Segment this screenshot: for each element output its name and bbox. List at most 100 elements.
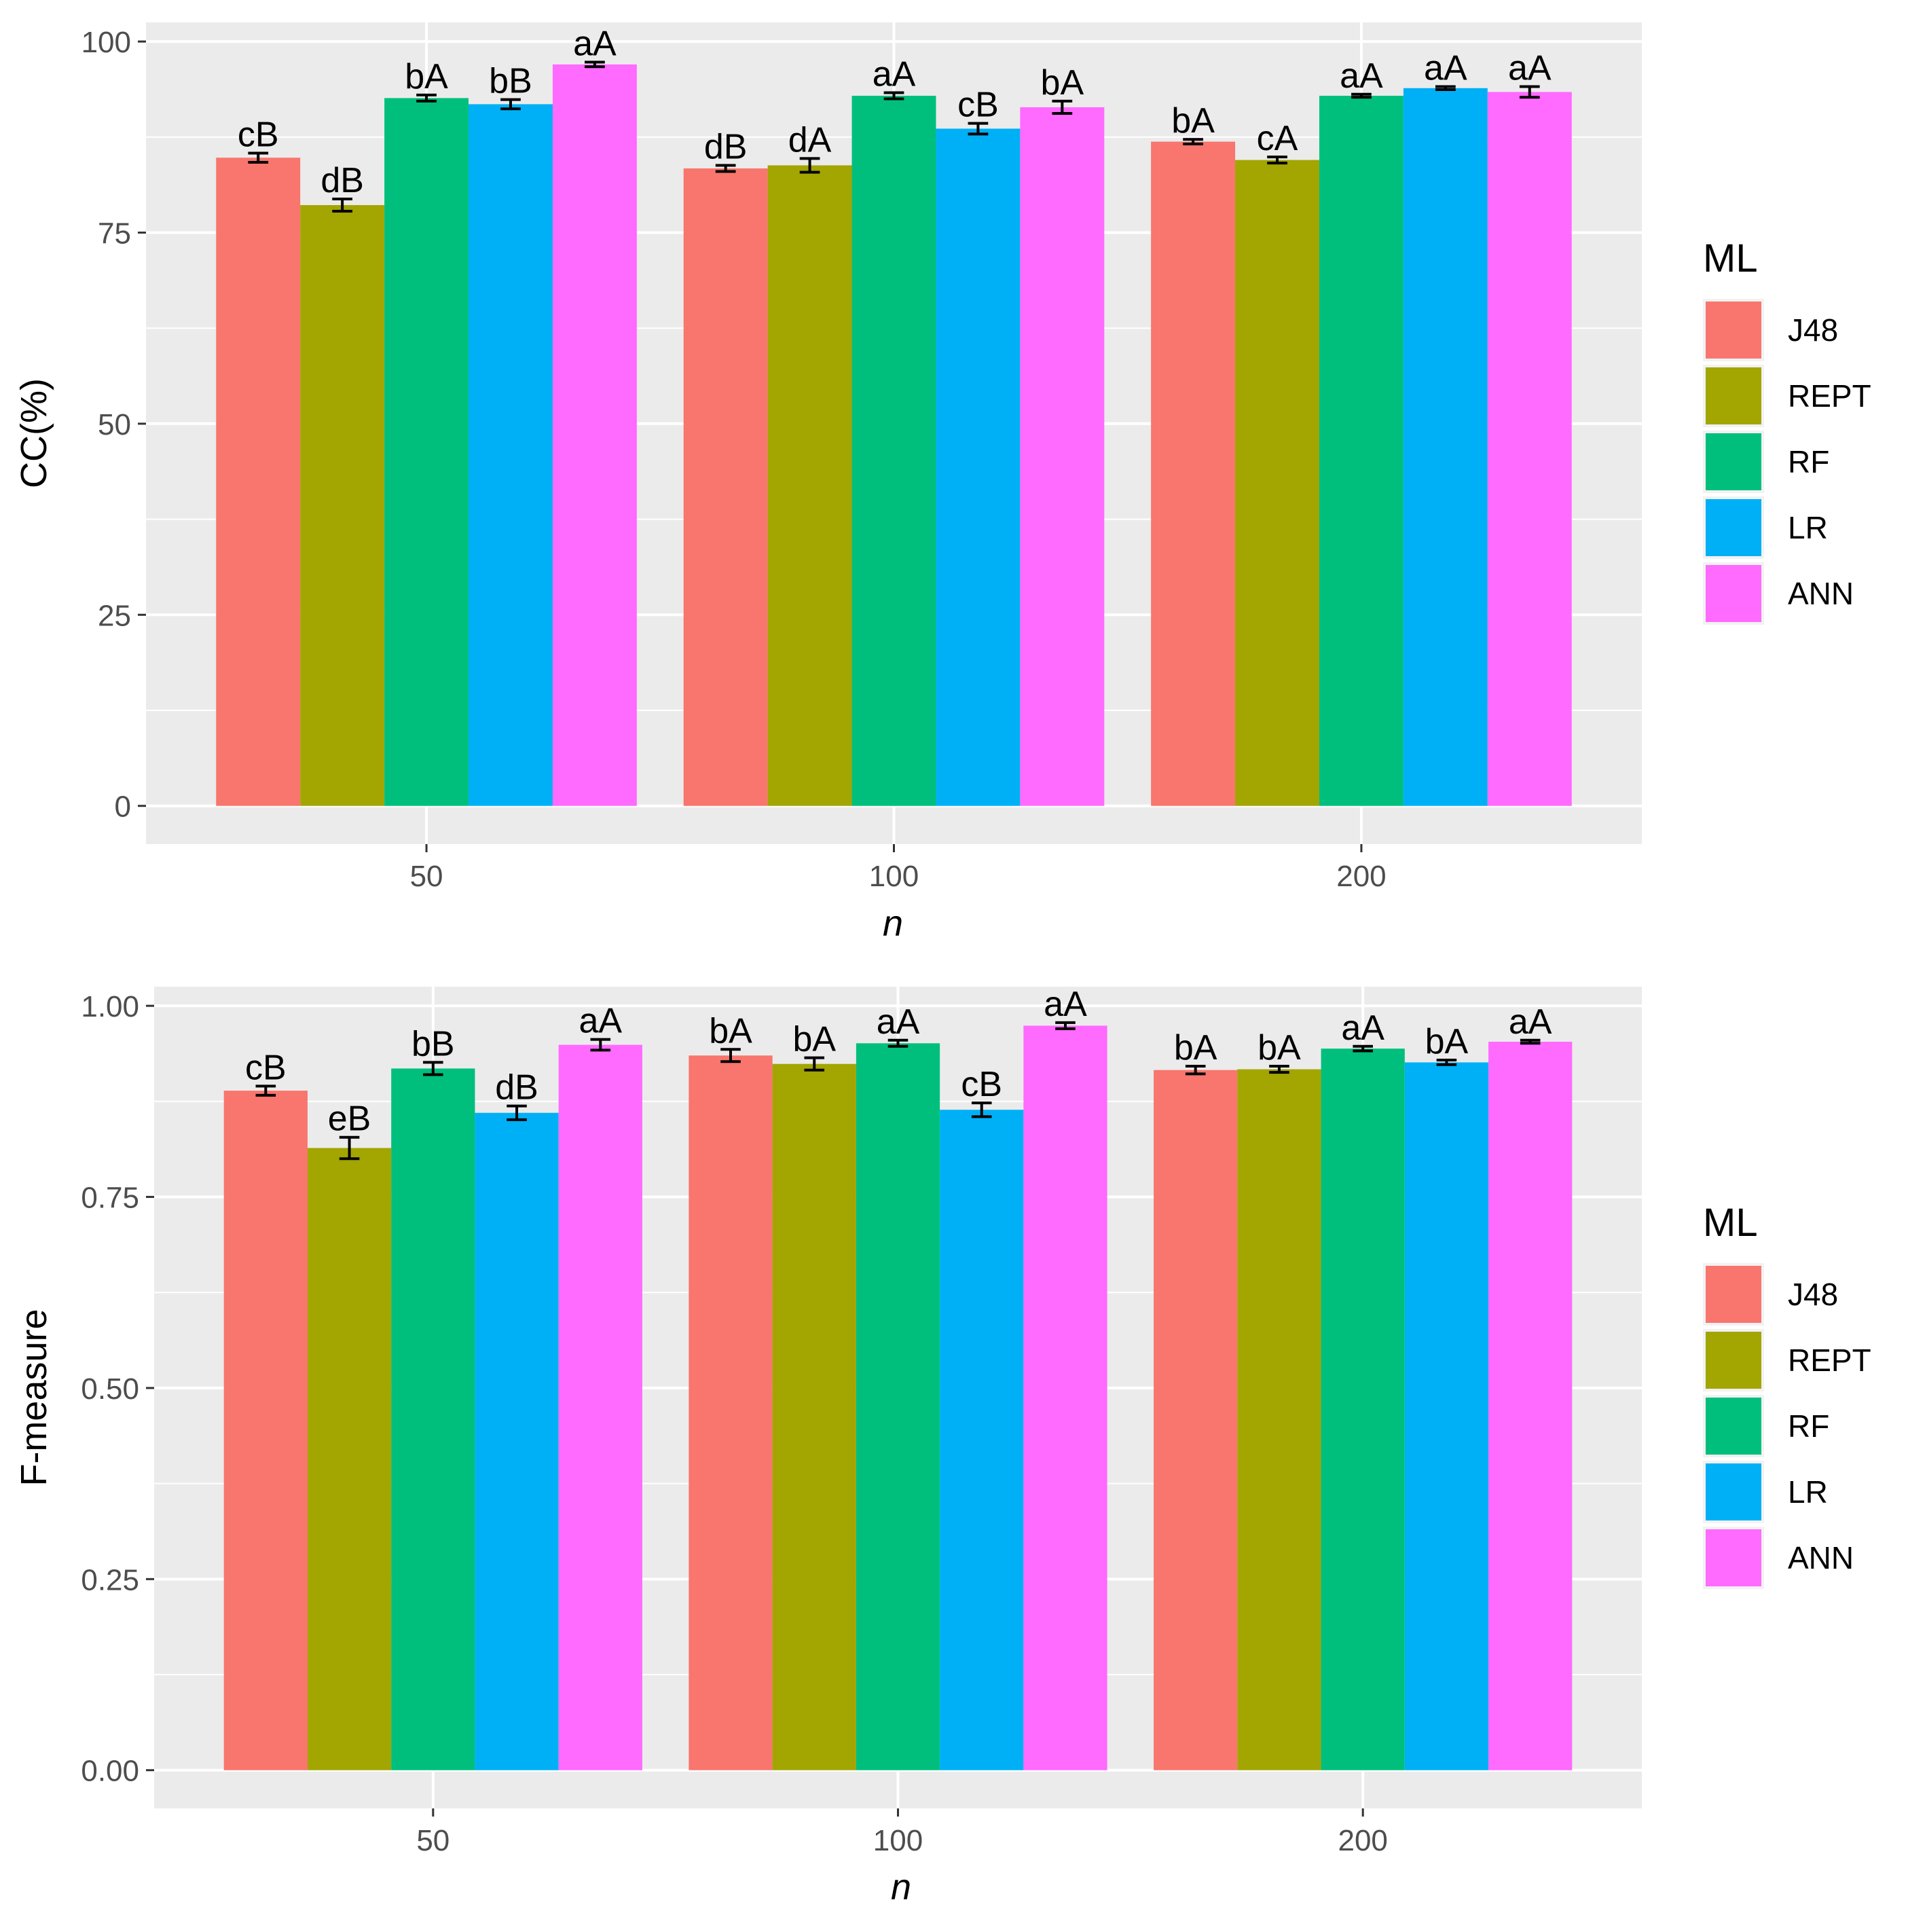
f-measure-y-axis: 0.00 0.25 0.50 0.75 1.00 [81, 990, 154, 1788]
cc-bar-rept-200 [1235, 160, 1319, 806]
cc-significance-label: bB [489, 62, 532, 101]
cc-legend-title: ML [1703, 236, 1758, 280]
cc-legend-key-rept [1706, 367, 1761, 424]
f-measure-significance-label: aA [877, 1002, 920, 1042]
f-measure-significance-label: cB [961, 1065, 1002, 1104]
cc-significance-label: dA [788, 120, 832, 160]
f-measure-significance-label: aA [1044, 985, 1087, 1024]
cc-y-tick-label: 25 [98, 599, 131, 632]
f-measure-y-tick-label: 0.00 [81, 1755, 139, 1788]
f-measure-error-bar [971, 1101, 992, 1118]
f-measure-bar-rept-100 [772, 1063, 856, 1770]
cc-x-tick-label: 100 [869, 860, 919, 893]
cc-bar-rept-100 [767, 165, 852, 806]
f-measure-error-bar [887, 1038, 909, 1048]
f-measure-error-bar [1520, 1038, 1541, 1045]
cc-y-tick-label: 100 [81, 26, 131, 59]
cc-y-tick-label: 50 [98, 408, 131, 441]
f-measure-legend-title: ML [1703, 1201, 1758, 1245]
f-measure-significance-label: bB [411, 1024, 455, 1063]
f-measure-bars: cB bA bA eB bA bA bB aA aA dB cB bA aA aA aA [223, 985, 1573, 1770]
f-measure-legend-label-ann: ANN [1788, 1540, 1854, 1575]
cc-error-bar [1435, 85, 1456, 92]
cc-significance-label: dB [704, 127, 748, 166]
f-measure-legend-label-j48: J48 [1788, 1277, 1838, 1312]
f-measure-bar-rf-100 [856, 1043, 940, 1770]
f-measure-significance-label: aA [1341, 1008, 1384, 1048]
cc-error-bar [715, 164, 736, 173]
f-measure-error-bar [1353, 1044, 1373, 1053]
f-measure-x-axis-title: n [891, 1867, 911, 1908]
cc-bar-rf-50 [384, 98, 469, 806]
cc-legend-key-rf [1706, 433, 1761, 490]
f-measure-y-tick-label: 0.25 [81, 1563, 139, 1597]
f-measure-error-bar [804, 1056, 825, 1072]
cc-error-bar [500, 98, 521, 111]
cc-legend-key-ann [1706, 565, 1761, 622]
f-measure-legend: ML J48 REPT RF LR ANN [1703, 1201, 1871, 1589]
cc-bar-lr-100 [936, 128, 1021, 806]
cc-significance-label: aA [1424, 49, 1467, 88]
f-measure-legend-key-lr [1706, 1463, 1761, 1520]
f-measure-bar-ann-50 [558, 1044, 642, 1770]
f-measure-significance-label: bA [792, 1020, 836, 1059]
cc-bar-ann-100 [1020, 107, 1105, 806]
cc-bar-lr-50 [469, 104, 553, 806]
cc-significance-label: dB [320, 161, 364, 200]
cc-bar-j48-200 [1151, 141, 1236, 806]
cc-bar-j48-50 [216, 158, 301, 806]
cc-bar-rept-50 [300, 205, 385, 806]
cc-legend-label-rept: REPT [1788, 378, 1871, 414]
f-measure-y-tick-label: 0.50 [81, 1372, 139, 1406]
cc-x-tick-label: 50 [410, 860, 443, 893]
cc-significance-label: bA [1171, 101, 1215, 141]
cc-significance-label: aA [573, 24, 617, 64]
cc-significance-label: aA [1340, 56, 1383, 96]
cc-error-bar [1052, 99, 1073, 115]
f-measure-error-bar [1269, 1065, 1289, 1074]
f-measure-error-bar [720, 1048, 741, 1063]
cc-y-tick-label: 0 [115, 790, 131, 824]
f-measure-bar-lr-50 [475, 1112, 559, 1770]
cc-significance-label: bA [1041, 63, 1084, 103]
cc-error-bar [799, 157, 820, 174]
cc-error-bar [1183, 138, 1203, 145]
cc-chart: cB dB bA dB dA cA bA aA aA bB cB aA aA bA aA 0 25 50 75 10… [14, 22, 1871, 944]
f-measure-legend-label-lr: LR [1788, 1474, 1828, 1510]
f-measure-error-bar [590, 1038, 611, 1052]
cc-y-axis-title: CC(%) [14, 378, 54, 488]
f-measure-bar-lr-100 [940, 1110, 1024, 1770]
f-measure-significance-label: aA [579, 1002, 622, 1041]
f-measure-x-tick-label: 200 [1338, 1824, 1387, 1857]
f-measure-x-tick-label: 50 [416, 1824, 450, 1857]
f-measure-bar-lr-200 [1404, 1062, 1489, 1770]
cc-bars: cB dB bA dB dA cA bA aA aA bB cB aA aA bA aA [216, 24, 1572, 806]
cc-y-axis: 0 25 50 75 100 [81, 26, 146, 824]
cc-error-bar [883, 91, 904, 101]
f-measure-significance-label: cB [245, 1048, 287, 1087]
cc-legend-label-ann: ANN [1788, 576, 1854, 611]
f-measure-significance-label: bA [1425, 1022, 1469, 1061]
f-measure-significance-label: eB [328, 1099, 371, 1139]
cc-significance-label: cA [1257, 119, 1298, 158]
cc-bar-rf-100 [851, 96, 936, 806]
f-measure-error-bar [339, 1135, 360, 1161]
cc-legend-label-lr: LR [1788, 510, 1828, 545]
cc-error-bar [416, 93, 437, 103]
cc-significance-label: cB [957, 86, 999, 125]
cc-error-bar [1519, 85, 1540, 99]
f-measure-significance-label: bA [1174, 1028, 1217, 1068]
cc-error-bar [332, 198, 353, 213]
f-measure-error-bar [1185, 1065, 1206, 1076]
f-measure-bar-j48-50 [223, 1091, 308, 1770]
f-measure-x-tick-label: 100 [873, 1824, 923, 1857]
cc-bar-ann-200 [1487, 92, 1572, 806]
f-measure-legend-label-rept: REPT [1788, 1343, 1871, 1378]
f-measure-legend-key-rf [1706, 1398, 1761, 1455]
cc-significance-label: bA [405, 57, 448, 96]
cc-error-bar [1351, 92, 1372, 99]
cc-legend-key-j48 [1706, 302, 1761, 359]
f-measure-significance-label: aA [1509, 1002, 1552, 1042]
